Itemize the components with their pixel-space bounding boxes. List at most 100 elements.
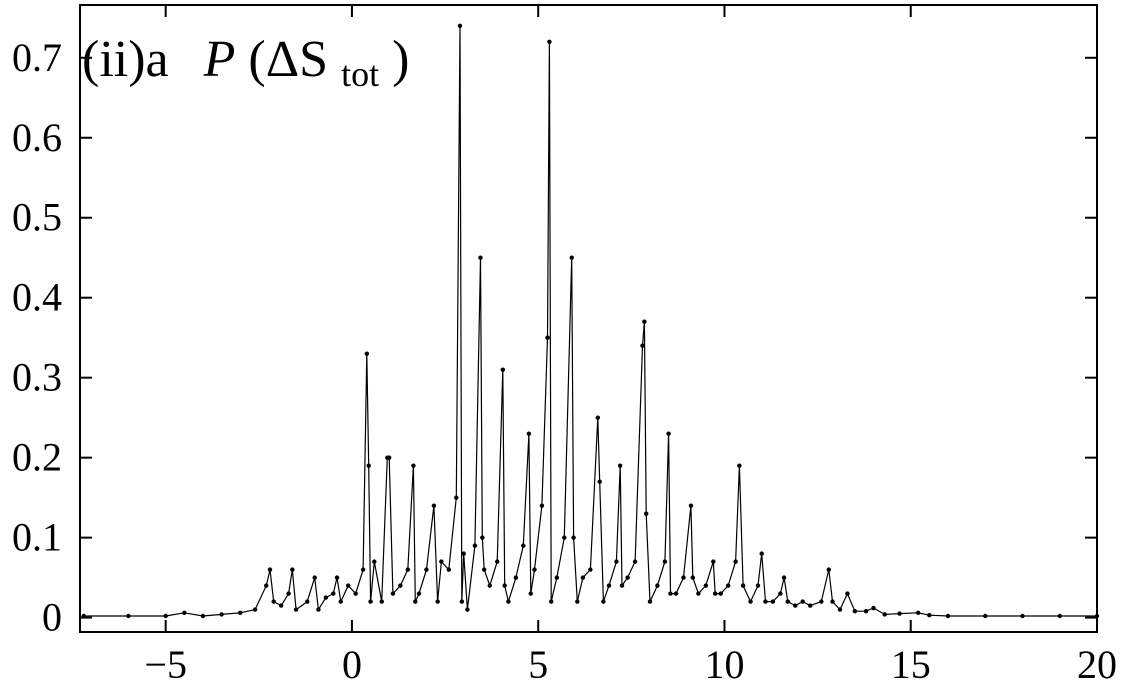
data-point [740,583,746,588]
data-point [379,599,384,604]
data-point [748,599,753,604]
y-tick-label: 0.4 [12,275,62,320]
data-point [435,599,440,604]
panel-label: (ii)a [82,31,169,88]
y-tick-label: 0.2 [12,435,62,480]
data-point [219,612,224,617]
y-tick-label: 0.1 [12,515,62,560]
data-point [368,599,373,604]
data-point [712,591,718,596]
y-tick-label: 0.3 [12,355,62,400]
data-point [293,607,299,612]
data-point [845,591,850,596]
data-point [852,609,858,614]
data-point [465,607,470,612]
data-point [562,535,567,540]
data-point [575,599,580,604]
data-point [617,463,623,468]
data-line [83,25,1097,617]
title-symbol: P [203,31,236,88]
data-point [278,603,284,608]
data-point [830,599,835,604]
data-point [360,567,366,572]
data-point [662,559,668,564]
data-point [619,583,625,588]
data-point [353,591,358,596]
title-text: (ΔS [248,31,328,88]
data-point [763,599,768,604]
data-point [411,463,416,468]
data-point [897,611,902,616]
data-point [718,591,723,596]
data-point [569,255,574,260]
data-point [666,431,671,436]
data-point [882,612,887,617]
data-point [312,575,317,580]
data-point [405,567,411,572]
data-point [668,591,673,596]
data-point [502,583,507,588]
data-point [549,599,554,604]
data-point [915,610,921,616]
data-point [532,567,537,572]
data-point [316,607,321,612]
data-point [252,607,258,612]
data-point [338,599,343,604]
data-point [264,583,269,588]
data-point [539,503,545,508]
data-point [927,613,932,618]
data-point [424,567,429,572]
data-point [182,610,187,616]
data-point [500,367,506,372]
data-point [413,599,418,604]
data-point [673,591,679,596]
data-point [364,351,370,356]
data-point [1020,613,1025,619]
data-point [681,575,686,580]
data-point [625,575,630,580]
data-point [632,559,638,564]
data-point [737,463,742,468]
data-point [457,23,463,28]
data-point [863,609,869,614]
data-point [597,479,602,484]
data-point [554,575,560,580]
data-point [781,575,787,580]
data-point [481,567,487,572]
data-point [416,591,422,596]
x-tick-label: 15 [891,642,931,687]
x-tick-label: 10 [704,642,744,687]
data-point [755,583,761,588]
data-point [398,583,403,588]
data-point [601,599,606,604]
data-point [647,599,653,604]
data-point [595,415,601,420]
data-point [81,613,86,619]
data-point [331,591,336,596]
data-point [871,605,876,611]
data-point [545,335,550,340]
data-point [521,543,526,548]
data-point [323,595,329,600]
data-point [506,599,511,604]
data-point [785,599,791,604]
x-tick-label: −5 [144,642,187,687]
plot-frame [79,4,1098,633]
data-point [346,583,351,588]
data-point [725,583,731,588]
data-point [983,613,988,619]
data-point [547,39,552,44]
data-point [1094,613,1100,619]
data-point [655,583,660,588]
data-point [461,551,466,556]
data-point [478,255,483,260]
data-point [690,575,696,580]
data-point [711,559,716,564]
y-tick-label: 0 [42,595,62,640]
data-point [644,511,649,516]
data-point [759,551,764,556]
data-point [606,583,612,588]
data-point [807,603,813,608]
data-point [696,591,701,596]
data-point [472,543,478,548]
